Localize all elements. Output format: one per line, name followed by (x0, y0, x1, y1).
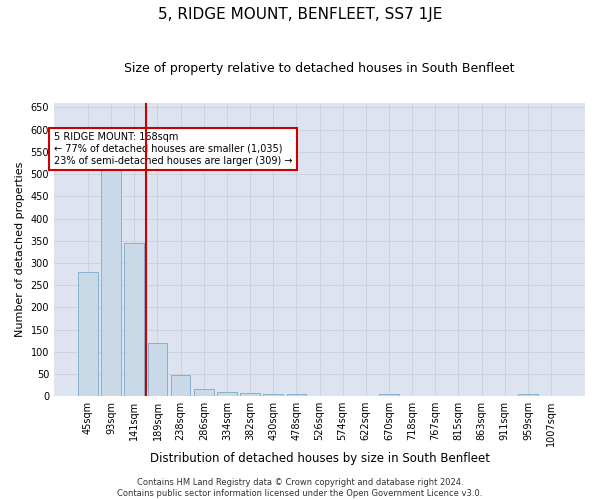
Bar (379, 394, 399, 396)
Title: Size of property relative to detached houses in South Benfleet: Size of property relative to detached ho… (124, 62, 515, 76)
Bar (148, 343, 167, 396)
Bar (124, 243, 144, 396)
Bar (101, 163, 121, 396)
Text: 5, RIDGE MOUNT, BENFLEET, SS7 1JE: 5, RIDGE MOUNT, BENFLEET, SS7 1JE (158, 8, 442, 22)
Y-axis label: Number of detached properties: Number of detached properties (15, 162, 25, 338)
Bar (171, 375, 190, 396)
X-axis label: Distribution of detached houses by size in South Benfleet: Distribution of detached houses by size … (149, 452, 490, 465)
Text: Contains HM Land Registry data © Crown copyright and database right 2024.
Contai: Contains HM Land Registry data © Crown c… (118, 478, 482, 498)
Bar (78, 272, 98, 396)
Text: 5 RIDGE MOUNT: 168sqm
← 77% of detached houses are smaller (1,035)
23% of semi-d: 5 RIDGE MOUNT: 168sqm ← 77% of detached … (54, 132, 293, 166)
Bar (287, 394, 306, 396)
Bar (263, 394, 283, 396)
Bar (217, 392, 237, 396)
Bar (518, 394, 538, 396)
Bar (194, 389, 214, 396)
Bar (240, 392, 260, 396)
